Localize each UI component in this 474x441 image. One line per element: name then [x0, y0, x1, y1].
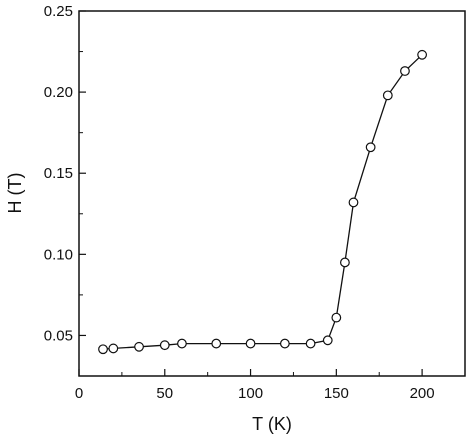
data-point	[322, 335, 333, 346]
data-points	[98, 49, 428, 355]
x-axis-ticks: 0 50 100 150 200	[75, 369, 435, 402]
data-point	[211, 338, 222, 349]
data-point	[331, 312, 342, 323]
data-point	[365, 142, 376, 153]
data-point	[305, 338, 316, 349]
data-point	[400, 66, 410, 76]
x-tick-label: 150	[324, 385, 349, 402]
data-point	[340, 257, 350, 268]
y-tick-label: 0.15	[44, 165, 73, 182]
x-axis-label: T (K)	[252, 414, 292, 434]
x-tick-label: 100	[238, 385, 263, 402]
y-tick-label: 0.25	[44, 3, 73, 20]
x-tick-label: 0	[75, 385, 83, 402]
data-point	[108, 343, 119, 354]
data-point	[348, 197, 359, 208]
data-point	[134, 341, 144, 352]
data-point	[279, 338, 290, 349]
plot-frame	[78, 10, 466, 377]
y-tick-label: 0.10	[44, 246, 73, 263]
data-point	[159, 340, 170, 351]
data-point	[417, 49, 428, 60]
y-tick-label: 0.05	[44, 327, 73, 344]
data-point	[245, 338, 256, 349]
y-axis-label: H (T)	[5, 173, 25, 214]
data-point	[177, 338, 187, 349]
y-axis-ticks: 0.05 0.10 0.15 0.20 0.25	[44, 3, 86, 344]
data-point	[382, 90, 393, 101]
y-tick-label: 0.20	[44, 84, 73, 101]
x-tick-label: 50	[156, 385, 173, 402]
x-tick-label: 200	[410, 385, 435, 402]
data-point	[98, 344, 108, 355]
series-line	[102, 54, 423, 350]
